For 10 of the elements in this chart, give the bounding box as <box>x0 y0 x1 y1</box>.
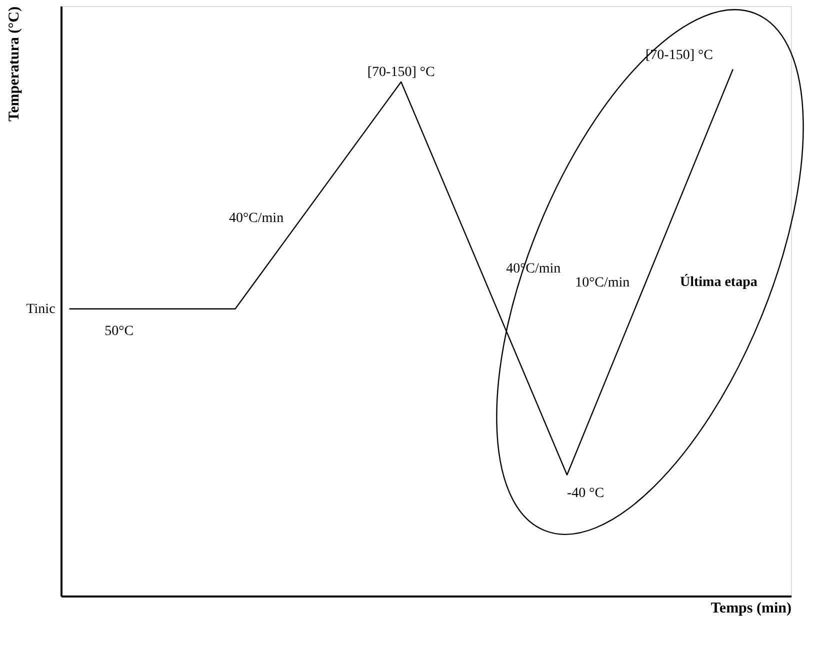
text: [70-150] °C <box>645 48 713 64</box>
annotation: 40°C/min <box>228 211 284 226</box>
annotation: -40 °C <box>567 486 604 501</box>
annotation: 50°C <box>104 324 134 339</box>
y-axis-title: Temperatura (°C) <box>6 6 22 122</box>
annotation: 10°C/min <box>575 275 630 290</box>
annotation: Última etapa <box>680 273 758 290</box>
x-axis-title: Temps (min) <box>710 600 792 616</box>
text: Tinic <box>26 302 56 317</box>
annotation: [70-150] °C <box>367 64 435 80</box>
